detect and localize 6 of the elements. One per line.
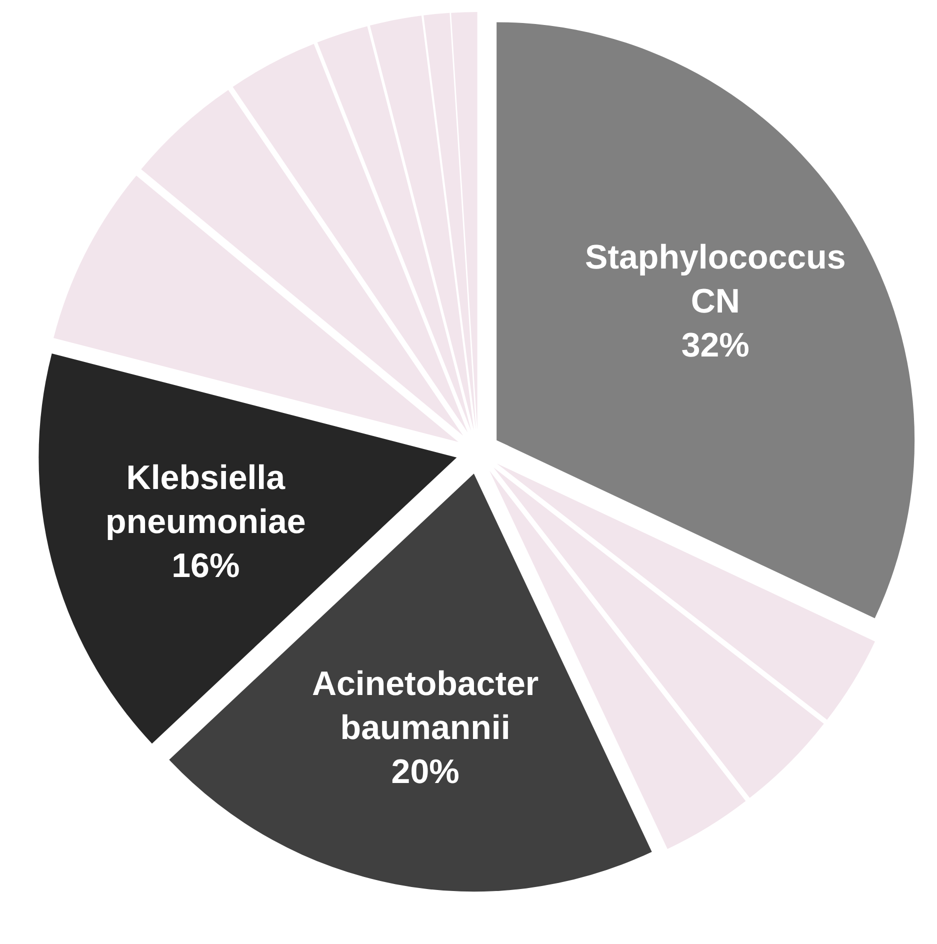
data-label: 16% bbox=[172, 546, 240, 585]
data-label: 20% bbox=[391, 753, 460, 792]
data-label: 32% bbox=[681, 326, 750, 364]
slice-label: Acinetobacter baumannii bbox=[312, 665, 539, 748]
slice-label: Klebsiella pneumoniae bbox=[106, 458, 306, 541]
slice-label: Staphylococcus CN bbox=[585, 238, 846, 320]
